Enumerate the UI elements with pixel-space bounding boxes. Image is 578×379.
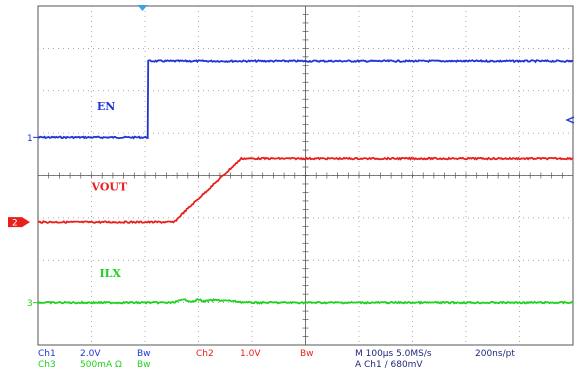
- ch2-scale: 1.0V: [240, 349, 261, 359]
- channel-marker-arrow-icon: [22, 217, 30, 228]
- ch3-label: Ch3: [38, 360, 56, 370]
- trace-label-vout: VOUT: [91, 180, 129, 193]
- record-length-readout: 200ns/pt: [475, 349, 515, 359]
- ch3-scale: 500mA Ω: [80, 360, 122, 370]
- trace-label-en: EN: [97, 100, 115, 113]
- ch2-label: Ch2: [196, 349, 214, 359]
- trace-annotations: EN VOUT ILX: [91, 100, 129, 280]
- channel-markers: 1 2 3: [8, 134, 38, 309]
- trace-vout: [37, 156, 574, 225]
- channel-marker-3: 3: [27, 299, 33, 309]
- ch1-bw: Bw: [137, 349, 151, 359]
- channel-marker-2: 2: [12, 219, 18, 229]
- trace-label-ilx: ILX: [100, 267, 122, 280]
- trace-en: [37, 59, 574, 140]
- channel-marker-2-badge: [8, 217, 22, 228]
- graticule: [37, 5, 574, 346]
- trace-ilx: [37, 298, 574, 305]
- trigger-level-icon: [565, 116, 575, 124]
- ch2-bw: Bw: [300, 349, 314, 359]
- channel-marker-1: 1: [27, 134, 33, 144]
- ch1-scale: 2.0V: [80, 349, 101, 359]
- trigger-position-icon: [137, 5, 148, 11]
- ch3-bw: Bw: [137, 360, 151, 370]
- ch1-label: Ch1: [38, 349, 56, 359]
- trigger-readout: A Ch1 ∕ 680mV: [355, 360, 423, 370]
- traces: [37, 59, 574, 305]
- timebase-readout: M 100µs 5.0MS/s: [355, 349, 432, 359]
